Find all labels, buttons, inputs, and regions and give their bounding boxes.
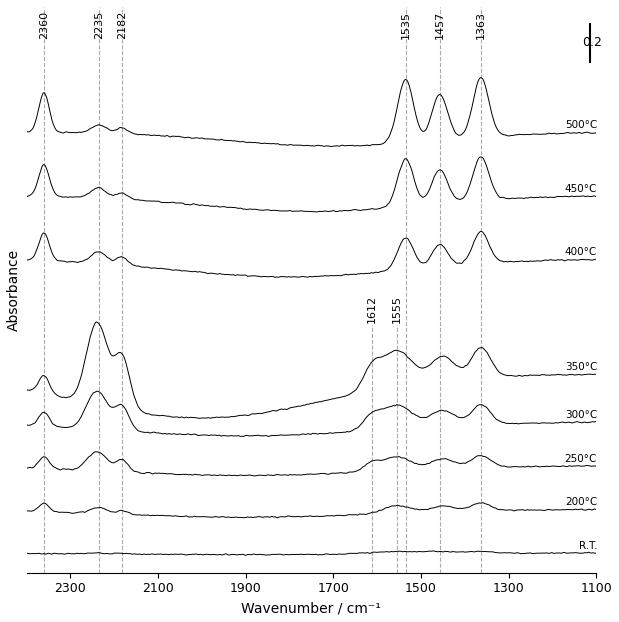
X-axis label: Wavenumber / cm⁻¹: Wavenumber / cm⁻¹ (241, 601, 381, 615)
Text: 450°C: 450°C (565, 183, 597, 193)
Text: 200°C: 200°C (565, 497, 597, 508)
Text: 250°C: 250°C (565, 453, 597, 463)
Text: 2182: 2182 (117, 11, 127, 39)
Text: 0.2: 0.2 (582, 36, 602, 49)
Text: 300°C: 300°C (565, 410, 597, 420)
Text: 350°C: 350°C (565, 362, 597, 372)
Text: 1555: 1555 (392, 295, 402, 323)
Text: 400°C: 400°C (565, 247, 597, 257)
Text: 1535: 1535 (400, 11, 410, 39)
Text: 1363: 1363 (476, 11, 486, 39)
Text: 2235: 2235 (94, 11, 104, 39)
Text: 2360: 2360 (39, 11, 49, 39)
Text: 500°C: 500°C (565, 120, 597, 130)
Text: R.T.: R.T. (579, 541, 597, 551)
Text: 1457: 1457 (435, 11, 444, 39)
Text: 1612: 1612 (367, 295, 377, 323)
Y-axis label: Absorbance: Absorbance (7, 249, 21, 331)
